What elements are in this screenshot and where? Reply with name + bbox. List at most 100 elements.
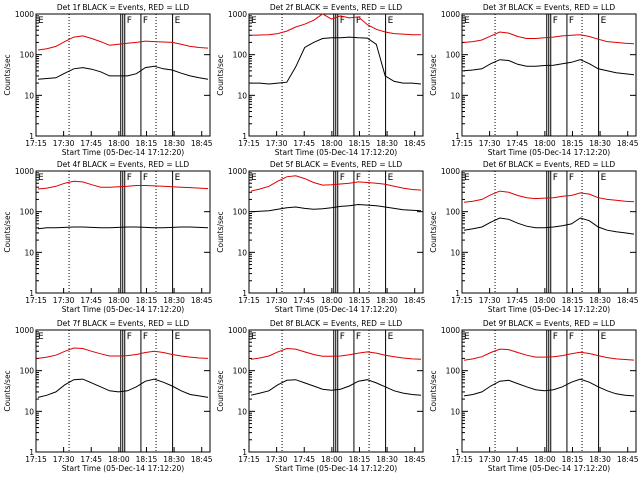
x-axis-label: Start Time (05-Dec-14 17:12:20) bbox=[62, 464, 184, 473]
series-events-line bbox=[463, 217, 635, 235]
x-tick-label: 18:45 bbox=[191, 139, 213, 148]
series-events-line bbox=[37, 65, 209, 80]
interval-marker-label: F bbox=[569, 173, 574, 183]
x-tick-label: 18:30 bbox=[589, 139, 611, 148]
x-tick-label: 18:00 bbox=[321, 296, 343, 305]
x-tick-label: 17:45 bbox=[293, 139, 315, 148]
chart-panel-2: Det 2f BLACK = Events, RED = LLD Counts/s… bbox=[216, 3, 426, 157]
x-tick-label: 17:45 bbox=[80, 139, 102, 148]
interval-marker-label: F bbox=[143, 173, 148, 183]
y-tick-label: 1 bbox=[29, 132, 34, 141]
chart-panel-8: Det 8f BLACK = Events, RED = LLD Counts/s… bbox=[216, 319, 426, 473]
series-lld-line bbox=[463, 190, 635, 203]
interval-marker-label: F bbox=[553, 16, 558, 26]
y-axis-label: Counts/sec bbox=[3, 54, 12, 95]
x-axis-label: Start Time (05-Dec-14 17:12:20) bbox=[488, 305, 610, 314]
chart-title: Det 8f BLACK = Events, RED = LLD bbox=[270, 319, 403, 328]
y-tick-label: 10 bbox=[237, 407, 247, 416]
interval-marker-label: F bbox=[143, 332, 148, 342]
y-tick-label: 100 bbox=[233, 51, 248, 60]
interval-marker-label: E bbox=[388, 16, 394, 26]
interval-marker-label: F bbox=[127, 173, 132, 183]
y-tick-label: 10 bbox=[450, 248, 460, 257]
interval-marker-label: E bbox=[251, 173, 257, 183]
x-tick-label: 17:45 bbox=[293, 455, 315, 464]
x-tick-label: 18:30 bbox=[376, 296, 398, 305]
chart-panel-4: Det 4f BLACK = Events, RED = LLD Counts/s… bbox=[3, 160, 213, 314]
x-tick-label: 17:15 bbox=[25, 139, 47, 148]
x-tick-label: 17:45 bbox=[80, 296, 102, 305]
chart-panel-7: Det 7f BLACK = Events, RED = LLD Counts/s… bbox=[3, 319, 213, 473]
y-axis-label: Counts/sec bbox=[429, 370, 438, 411]
chart-panel-6: Det 6f BLACK = Events, RED = LLD Counts/s… bbox=[429, 160, 639, 314]
x-axis-label: Start Time (05-Dec-14 17:12:20) bbox=[488, 464, 610, 473]
y-tick-label: 1000 bbox=[228, 326, 247, 335]
interval-marker-label: E bbox=[38, 16, 44, 26]
interval-marker-label: F bbox=[143, 16, 148, 26]
chart-title: Det 6f BLACK = Events, RED = LLD bbox=[483, 160, 616, 169]
interval-marker-label: E bbox=[464, 173, 470, 183]
y-tick-label: 10 bbox=[450, 407, 460, 416]
x-tick-label: 18:30 bbox=[163, 455, 185, 464]
y-tick-label: 10 bbox=[24, 91, 34, 100]
x-tick-label: 18:30 bbox=[376, 455, 398, 464]
x-tick-label: 17:15 bbox=[25, 455, 47, 464]
x-tick-label: 18:30 bbox=[589, 455, 611, 464]
y-tick-label: 10 bbox=[24, 248, 34, 257]
y-axis-label: Counts/sec bbox=[216, 370, 225, 411]
y-tick-label: 100 bbox=[20, 51, 35, 60]
x-axis-label: Start Time (05-Dec-14 17:12:20) bbox=[62, 148, 184, 157]
y-axis-label: Counts/sec bbox=[3, 211, 12, 252]
y-tick-label: 1000 bbox=[441, 10, 460, 19]
x-tick-label: 18:00 bbox=[321, 455, 343, 464]
x-tick-label: 17:15 bbox=[25, 296, 47, 305]
x-tick-label: 18:30 bbox=[589, 296, 611, 305]
x-tick-label: 18:15 bbox=[349, 296, 371, 305]
y-tick-label: 1000 bbox=[15, 326, 34, 335]
interval-marker-label: E bbox=[388, 332, 394, 342]
chart-title: Det 4f BLACK = Events, RED = LLD bbox=[57, 160, 190, 169]
x-tick-label: 18:15 bbox=[349, 455, 371, 464]
y-tick-label: 1000 bbox=[441, 167, 460, 176]
x-axis-label: Start Time (05-Dec-14 17:12:20) bbox=[488, 148, 610, 157]
x-axis-label: Start Time (05-Dec-14 17:12:20) bbox=[275, 305, 397, 314]
x-tick-label: 18:45 bbox=[404, 455, 426, 464]
interval-marker-label: E bbox=[464, 332, 470, 342]
x-tick-label: 17:30 bbox=[266, 139, 288, 148]
interval-marker-label: F bbox=[127, 332, 132, 342]
y-tick-label: 100 bbox=[20, 367, 35, 376]
series-events-line bbox=[251, 36, 422, 85]
chart-title: Det 9f BLACK = Events, RED = LLD bbox=[483, 319, 616, 328]
x-tick-label: 18:45 bbox=[617, 455, 639, 464]
y-tick-label: 100 bbox=[446, 367, 461, 376]
x-tick-label: 18:00 bbox=[534, 296, 556, 305]
y-tick-label: 100 bbox=[233, 367, 248, 376]
interval-marker-label: F bbox=[340, 16, 345, 26]
interval-marker-label: E bbox=[601, 332, 607, 342]
x-tick-label: 17:45 bbox=[506, 455, 528, 464]
y-tick-label: 1 bbox=[242, 132, 247, 141]
x-tick-label: 17:30 bbox=[479, 296, 501, 305]
interval-marker-label: E bbox=[175, 173, 181, 183]
x-tick-label: 18:30 bbox=[163, 296, 185, 305]
interval-marker-label: E bbox=[464, 16, 470, 26]
series-events-line bbox=[37, 378, 209, 398]
series-events-line bbox=[250, 379, 422, 396]
x-tick-label: 17:45 bbox=[506, 296, 528, 305]
x-tick-label: 18:15 bbox=[136, 455, 158, 464]
x-tick-label: 18:30 bbox=[376, 139, 398, 148]
interval-marker-label: F bbox=[553, 332, 558, 342]
y-tick-label: 1000 bbox=[228, 167, 247, 176]
interval-marker-label: E bbox=[38, 173, 44, 183]
x-tick-label: 17:15 bbox=[451, 455, 473, 464]
x-tick-label: 18:00 bbox=[108, 139, 130, 148]
x-tick-label: 17:15 bbox=[451, 139, 473, 148]
x-tick-label: 17:45 bbox=[506, 139, 528, 148]
x-tick-label: 17:30 bbox=[53, 296, 75, 305]
x-tick-label: 18:15 bbox=[562, 455, 584, 464]
chart-title: Det 1f BLACK = Events, RED = LLD bbox=[57, 3, 190, 12]
x-tick-label: 18:00 bbox=[108, 296, 130, 305]
series-lld-line bbox=[37, 35, 209, 51]
y-tick-label: 10 bbox=[450, 91, 460, 100]
